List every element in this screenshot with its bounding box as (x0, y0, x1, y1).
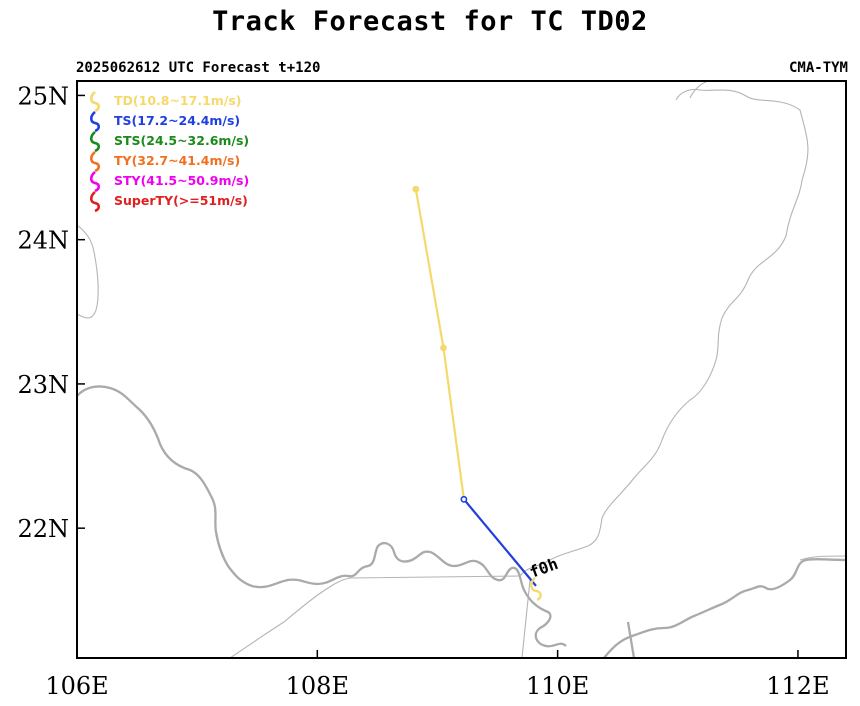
legend-typhoon-icon (89, 130, 101, 153)
legend-typhoon-icon (89, 110, 101, 133)
typhoon-symbol-icon (530, 576, 542, 601)
legend-label: TY(32.7~41.4m/s) (114, 153, 240, 168)
y-tick-label: 22N (17, 515, 69, 543)
map-frame (76, 80, 847, 659)
track-point (460, 495, 468, 503)
x-tick-label: 110E (526, 672, 589, 700)
axis-layer: 106E 108E 110E 112E 25N 24N 23N 22N (17, 82, 829, 700)
border-line (799, 555, 846, 561)
legend-label: TD(10.8~17.1m/s) (114, 93, 242, 108)
track-point (412, 185, 420, 193)
legend-typhoon-icon (89, 90, 101, 113)
border-line (77, 224, 99, 319)
legend: TD(10.8~17.1m/s) TS(17.2~24.4m/s) STS(24.5… (89, 90, 249, 213)
y-tick-label: 23N (17, 371, 69, 399)
track-point (440, 344, 447, 352)
model-label: CMA-TYM (788, 60, 848, 76)
x-tick-label: 106E (45, 672, 108, 700)
geography-layer (77, 81, 846, 658)
legend-label: SuperTY(>=51m/s) (114, 193, 248, 208)
x-tick-label: 112E (766, 672, 829, 700)
border-line (519, 88, 809, 577)
map-plot-area (77, 81, 846, 658)
coastline (603, 557, 846, 658)
coastline (77, 385, 567, 648)
forecast-time-label: 2025062612 UTC Forecast t+120 (76, 60, 321, 76)
track-segment (414, 188, 445, 349)
coastline (626, 621, 636, 658)
track-segment (442, 347, 465, 500)
track-layer (412, 185, 542, 601)
legend-label: TS(17.2~24.4m/s) (114, 113, 240, 128)
legend-typhoon-icon (89, 150, 101, 173)
track-segment (463, 498, 537, 587)
border-line (689, 81, 707, 99)
x-tick-label: 108E (286, 672, 349, 700)
chart-title: Track Forecast for TC TD02 (212, 6, 648, 37)
y-tick-label: 25N (17, 82, 69, 110)
border-line (521, 579, 531, 658)
legend-label: STY(41.5~50.9m/s) (114, 173, 249, 188)
legend-typhoon-icon (89, 170, 101, 193)
border-line (229, 575, 521, 658)
y-tick-label: 24N (17, 227, 69, 255)
legend-typhoon-icon (89, 190, 101, 213)
legend-label: STS(24.5~32.6m/s) (114, 133, 249, 148)
